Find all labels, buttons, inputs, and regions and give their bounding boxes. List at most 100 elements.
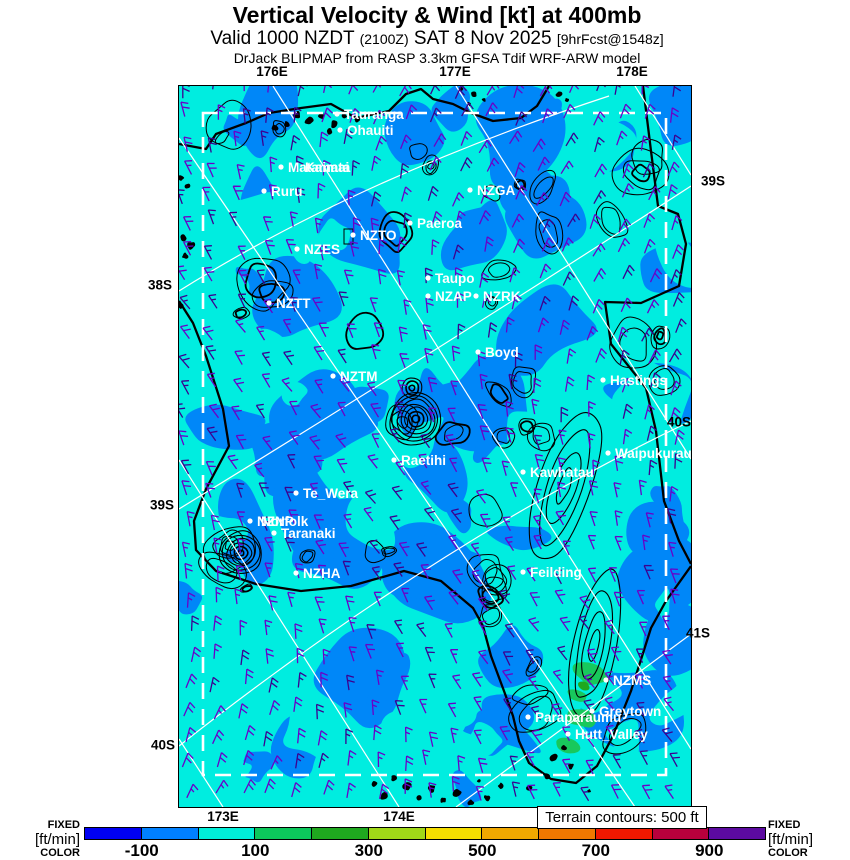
axis-label: 39S	[150, 497, 175, 513]
city-label: NZRK	[483, 289, 521, 304]
city-dot	[271, 530, 277, 536]
city-label: Greytown	[599, 704, 661, 719]
axis-label: 38S	[148, 277, 173, 293]
city-label: Hutt_Valley	[575, 727, 648, 742]
axis-label: 39S	[701, 173, 726, 189]
city-label: NZES	[304, 242, 340, 257]
city-dot	[391, 457, 397, 463]
units-label: [ft/min]	[34, 831, 80, 848]
colorbar-units-right: FIXED [ft/min] COLOR	[768, 820, 850, 859]
city-dot	[407, 220, 413, 226]
city-label: NZHA	[303, 566, 341, 581]
valid-time-line: Valid 1000 NZDT (2100Z) SAT 8 Nov 2025 […	[0, 28, 850, 50]
forecast-map: Tauranga Ohauiti Matamata Kaimai Ruru NZGA Pae…	[178, 85, 692, 808]
axis-label: 177E	[439, 64, 471, 79]
colorbar-tick: 300	[354, 841, 383, 860]
city-dot	[525, 714, 531, 720]
city-dot	[605, 450, 611, 456]
city-label: Matamata	[288, 160, 351, 175]
terrain-contour-note: Terrain contours: 500 ft	[537, 806, 707, 829]
forecast-cycle: [9hrFcst@1548z]	[556, 31, 664, 47]
wind-barbs-layer	[179, 86, 687, 802]
fixed-label: FIXED	[47, 819, 80, 831]
city-label: Taupo	[435, 271, 475, 286]
colorbar-segment	[197, 827, 256, 840]
city-dot	[337, 127, 343, 133]
colorbar-segment	[84, 827, 142, 840]
city-dot	[425, 275, 431, 281]
city-dot	[266, 300, 272, 306]
city-label: Tauranga	[344, 107, 404, 122]
colorbar-segment	[367, 827, 426, 840]
city-label: NZGA	[477, 183, 515, 198]
city-label: NZTT	[276, 296, 311, 311]
city-dot	[475, 349, 481, 355]
colorbar-units-left: FIXED [ft/min] COLOR	[0, 820, 80, 859]
axis-label: 40S	[667, 414, 692, 430]
axis-label: 41S	[686, 625, 711, 641]
city-label: Taranaki	[281, 526, 336, 541]
city-label: Te_Wera	[303, 486, 359, 501]
colorbar-segment	[140, 827, 199, 840]
model-source-line: DrJack BLIPMAP from RASP 3.3km GFSA Tdif…	[233, 50, 641, 66]
city-label: NZMS	[613, 673, 651, 688]
colorbar-segment	[254, 827, 312, 840]
city-dot	[520, 569, 526, 575]
fixed-label: FIXED	[768, 819, 801, 831]
page-title: Vertical Velocity & Wind [kt] at 400mb	[232, 2, 642, 28]
colorbar-segment	[424, 827, 483, 840]
city-dot	[278, 164, 284, 170]
colorbar-segment	[311, 827, 369, 840]
city-label: Boyd	[485, 345, 519, 360]
city-label: Kaimai	[305, 160, 349, 175]
city-dot	[247, 518, 253, 524]
axis-label: 40S	[151, 737, 176, 753]
colorbar-tick: 500	[468, 841, 497, 860]
city-dot	[589, 708, 595, 714]
city-dot	[425, 293, 431, 299]
city-dot	[603, 677, 609, 683]
axis-label: 174E	[383, 809, 415, 824]
axis-label: 173E	[207, 809, 239, 824]
city-label: Feilding	[530, 565, 582, 580]
city-label: Hastings	[610, 373, 667, 388]
axis-label: 178E	[616, 64, 648, 79]
city-dot	[600, 377, 606, 383]
city-label: NZTM	[340, 369, 378, 384]
city-dot	[293, 490, 299, 496]
city-label: NZNP	[257, 514, 294, 529]
city-dot	[473, 293, 479, 299]
valid-date: SAT 8 Nov 2025	[413, 28, 552, 49]
city-dot	[565, 731, 571, 737]
valid-zulu: (2100Z)	[359, 31, 409, 47]
city-label: Paraparaumu	[535, 710, 621, 725]
colorbar-tick: 900	[695, 841, 724, 860]
city-dot	[294, 246, 300, 252]
city-dot	[293, 570, 299, 576]
colorbar-tick: 700	[581, 841, 610, 860]
color-label: COLOR	[768, 847, 808, 859]
city-label: Kawhatau	[530, 465, 594, 480]
city-label: Raetihi	[401, 453, 446, 468]
units-label: [ft/min]	[768, 831, 814, 848]
city-label: NZTO	[360, 228, 397, 243]
city-label: Ohauiti	[347, 123, 394, 138]
axis-label: 176E	[256, 64, 288, 79]
colorbar-tick: -100	[124, 841, 159, 860]
color-label: COLOR	[40, 847, 80, 859]
city-dot	[330, 373, 336, 379]
city-dot	[334, 111, 340, 117]
colorbar-segment	[481, 827, 539, 840]
colorbar-tick: 100	[241, 841, 270, 860]
colorbar-segment	[708, 827, 766, 840]
city-label: Norfolk	[261, 514, 309, 529]
city-dot	[350, 232, 356, 238]
valid-time: Valid 1000 NZDT	[210, 28, 355, 49]
city-label: Paeroa	[417, 216, 463, 231]
city-label: Ruru	[271, 184, 303, 199]
coastline-layer	[179, 86, 691, 785]
model-domain-box	[201, 111, 668, 777]
city-dot	[261, 188, 267, 194]
